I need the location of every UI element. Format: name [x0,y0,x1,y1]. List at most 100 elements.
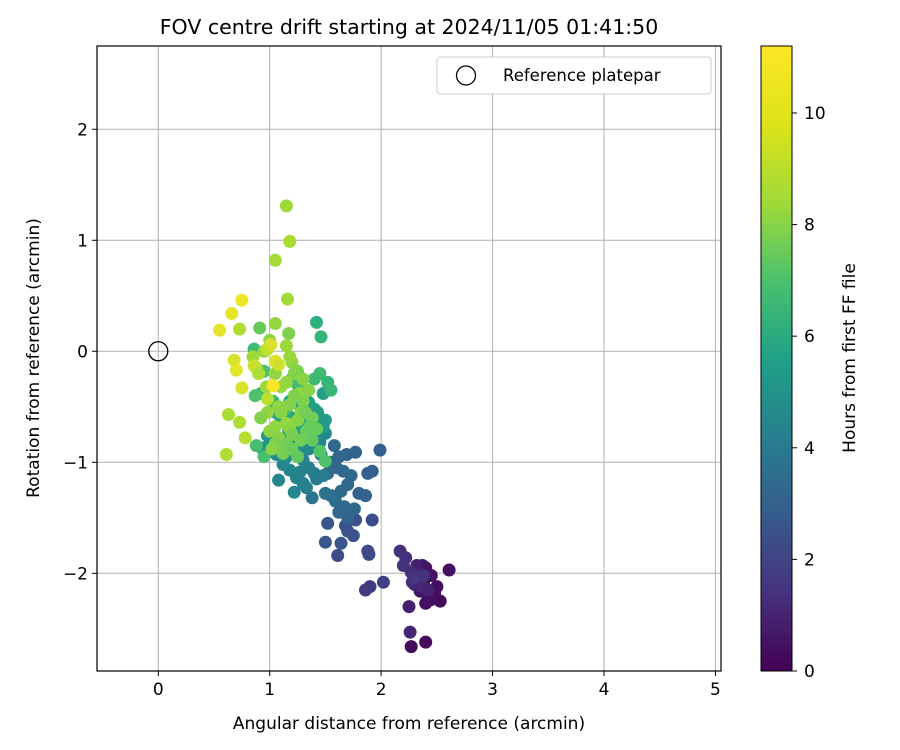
y-tick-label: 1 [77,231,88,251]
data-point [235,293,249,307]
legend-marker-icon [455,65,477,86]
data-point [313,444,327,458]
data-point [359,489,372,503]
data-point [233,322,247,336]
data-point [291,450,305,464]
data-point [252,367,266,380]
colorbar-ticks: 0 2 4 6 8 10 [792,104,826,682]
reference-point-marker [148,341,169,362]
data-point [442,563,456,577]
data-point [404,640,418,654]
data-point [318,535,332,549]
colorbar-label: Hours from first FF file [840,263,860,453]
colorbar-tick-label: 2 [804,550,815,570]
data-point [254,411,268,425]
data-point [235,381,249,395]
data-point [376,575,390,589]
x-axis-ticks: 0 1 2 3 4 5 [153,671,721,700]
data-point [287,389,301,403]
data-point [296,372,310,386]
data-point [327,439,341,453]
data-point [213,323,227,337]
data-point [290,471,303,485]
data-point [334,484,348,498]
data-point [261,392,274,406]
data-point [298,405,312,419]
data-point [263,424,277,438]
colorbar-gradient [760,45,793,672]
data-point [318,486,332,500]
data-point [233,415,247,429]
legend: Reference platepar [436,56,712,95]
data-point [222,408,235,422]
data-point [433,594,447,608]
data-point [279,339,293,353]
data-point [248,389,262,403]
data-point [362,547,376,561]
plot-frame [96,45,722,672]
data-points [213,199,456,654]
data-point [281,292,294,306]
x-tick-label: 0 [153,680,164,700]
data-point [347,502,361,516]
data-point [331,549,345,562]
data-point [365,513,379,527]
y-axis-ticks: −2 −1 0 1 2 [63,120,97,584]
data-point [316,469,330,483]
data-point [334,536,348,550]
data-point [264,338,278,352]
x-tick-label: 1 [264,680,275,700]
y-tick-label: −2 [63,564,88,584]
data-point [417,569,430,582]
reference-marker [148,341,169,362]
data-point [219,448,233,461]
legend-entry: Reference platepar [503,66,661,85]
data-point [268,317,282,330]
data-point [272,473,286,487]
x-axis-label: Angular distance from reference (arcmin) [233,714,585,734]
data-point [419,635,433,649]
colorbar-tick-label: 4 [804,439,815,459]
data-point [318,454,332,468]
data-point [321,516,335,530]
colorbar-tick-label: 0 [804,662,815,682]
data-point [253,321,267,335]
data-point [229,363,243,377]
data-point [346,529,360,543]
colorbar: 0 2 4 6 8 10 Hours from first FF file [760,45,860,682]
data-point [324,383,338,397]
colorbar-tick-label: 10 [804,104,826,124]
data-point [266,379,280,393]
data-point [283,350,297,364]
data-point [314,330,328,344]
x-tick-label: 4 [599,680,610,700]
data-point [365,464,379,478]
colorbar-tick-label: 6 [804,327,815,347]
data-point [294,433,308,447]
data-point [305,433,319,447]
data-point [283,234,297,248]
y-tick-label: 2 [77,120,88,140]
data-point [341,511,355,525]
data-point [403,625,417,639]
y-tick-label: −1 [63,453,88,473]
data-point [305,491,319,505]
data-point [272,358,286,372]
legend-box [436,56,712,95]
data-point [363,580,377,594]
data-point [307,372,321,386]
data-point [238,431,252,445]
data-point [282,327,296,340]
y-tick-label: 0 [77,342,88,362]
colorbar-tick-label: 8 [804,216,815,236]
data-point [274,405,288,419]
data-point [279,375,293,389]
chart-title: FOV centre drift starting at 2024/11/05 … [160,15,659,39]
data-point [302,383,316,397]
data-point [303,420,317,434]
data-point [421,583,435,597]
data-point [225,307,239,320]
data-point [310,315,323,329]
data-point [279,199,293,213]
